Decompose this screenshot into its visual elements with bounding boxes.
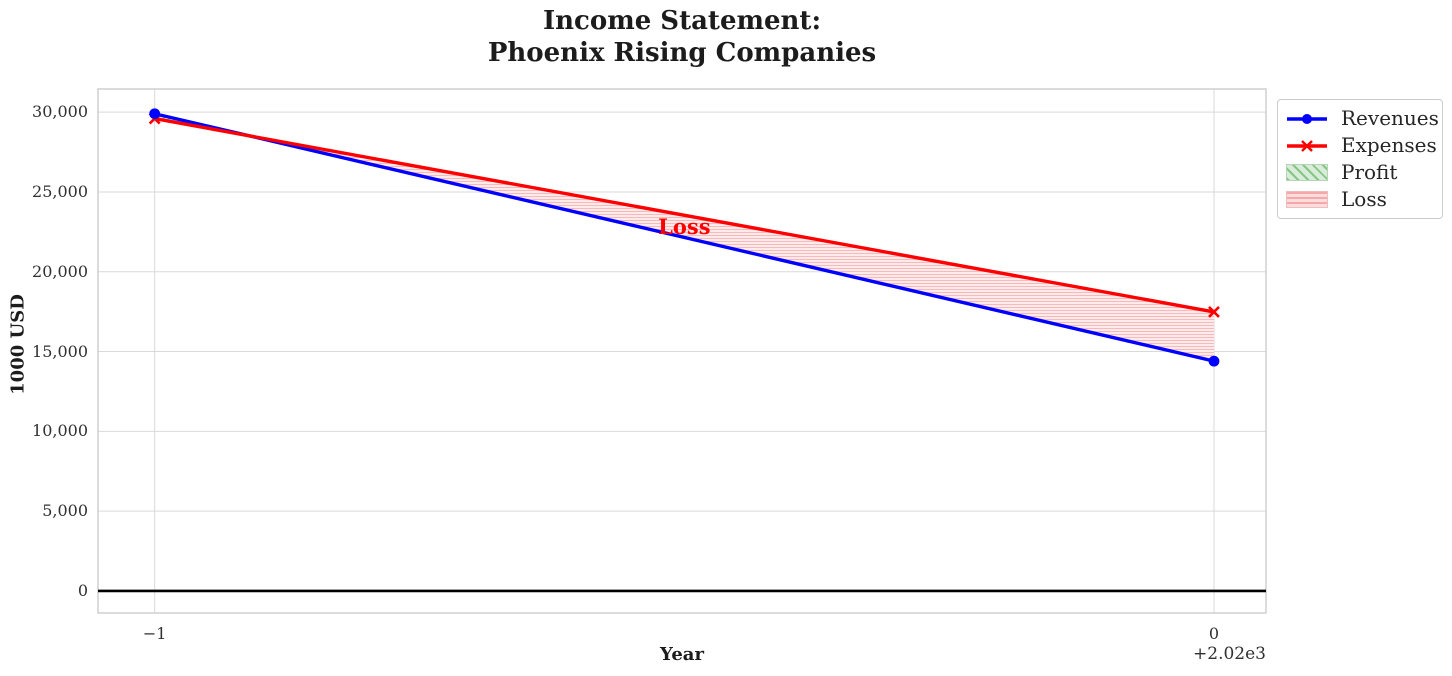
legend-item-profit: Profit (1286, 159, 1434, 186)
legend-label: Profit (1341, 160, 1398, 184)
gridlines (98, 89, 1266, 613)
x-tick-label: 0 (1208, 624, 1220, 643)
loss-patch-swatch-icon (1286, 191, 1328, 208)
legend-label: Loss (1341, 187, 1387, 211)
legend-item-revenues: Revenues (1286, 105, 1439, 132)
x-axis-label: Year (660, 644, 704, 665)
legend: Revenues Expenses Profit Loss (1277, 99, 1443, 219)
revenues-line (152, 112, 1216, 363)
y-tick-label: 0 (77, 580, 88, 600)
loss-annotation: Loss (658, 214, 710, 239)
axes-frame (97, 88, 1267, 614)
revenues-circle-marker (149, 108, 161, 120)
y-tick-label: 30,000 (32, 102, 88, 122)
x-axis-offset-text: +2.02e3 (1193, 644, 1266, 664)
expenses-line-swatch-icon (1286, 137, 1328, 155)
x-tick-label: −1 (142, 624, 167, 643)
profit-patch-swatch-icon (1286, 164, 1328, 181)
chart-title-line-2: Phoenix Rising Companies (487, 38, 877, 68)
legend-label: Expenses (1341, 133, 1437, 157)
revenues-circle-marker (1208, 355, 1220, 367)
chart-title: Income Statement: Phoenix Rising Compani… (98, 5, 1266, 69)
revenues-line-swatch-icon (1286, 110, 1328, 128)
y-tick-label: 5,000 (42, 501, 88, 521)
y-tick-label: 25,000 (32, 181, 88, 201)
legend-item-loss: Loss (1286, 186, 1434, 213)
y-axis-label: 1000 USD (7, 294, 29, 395)
y-tick-label: 10,000 (32, 421, 88, 441)
legend-item-expenses: Expenses (1286, 132, 1437, 159)
legend-label: Revenues (1341, 106, 1439, 130)
y-tick-label: 15,000 (32, 341, 88, 361)
expenses-line (152, 116, 1216, 314)
chart-title-line-1: Income Statement: (542, 6, 822, 36)
y-tick-label: 20,000 (32, 261, 88, 281)
expenses-x-marker (1208, 306, 1220, 318)
